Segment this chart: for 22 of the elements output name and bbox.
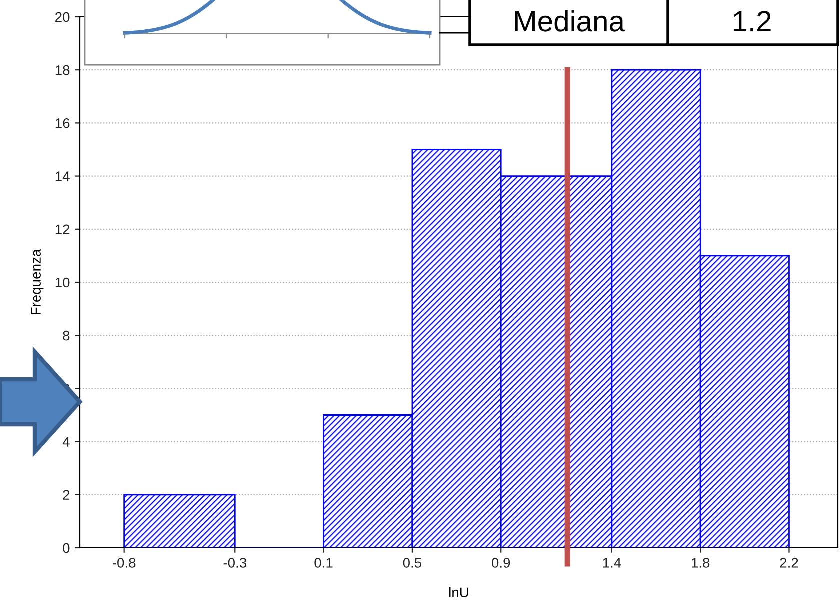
y-tick-label: 10 (56, 278, 70, 288)
x-tick-label: 0.5 (403, 558, 422, 568)
y-tick-label: 20 (56, 12, 70, 22)
y-tick-label: 18 (56, 65, 70, 76)
x-tick-label: 1.4 (603, 558, 622, 568)
y-tick-label: 4 (62, 437, 70, 447)
x-axis-title: lnU (450, 587, 468, 598)
x-tick-label: -0.8 (112, 558, 136, 568)
y-tick-label: 2 (63, 490, 70, 500)
y-tick-label: 14 (56, 172, 70, 182)
x-tick-label: 0.9 (492, 558, 510, 568)
y-tick-label: 8 (63, 330, 70, 341)
y-tick-label: 12 (56, 224, 70, 234)
y-tick-label: 16 (56, 118, 70, 128)
y-axis-title: Frequenza (31, 249, 44, 315)
annotation: 1.2 (734, 11, 771, 32)
annotation: Mediana (515, 10, 625, 32)
x-tick-label: -0.3 (224, 558, 247, 568)
x-tick-label: 2.2 (780, 558, 798, 568)
x-tick-label: 0.1 (314, 558, 333, 568)
y-tick-label: 0 (63, 543, 70, 554)
x-tick-label: 1.8 (692, 558, 710, 568)
